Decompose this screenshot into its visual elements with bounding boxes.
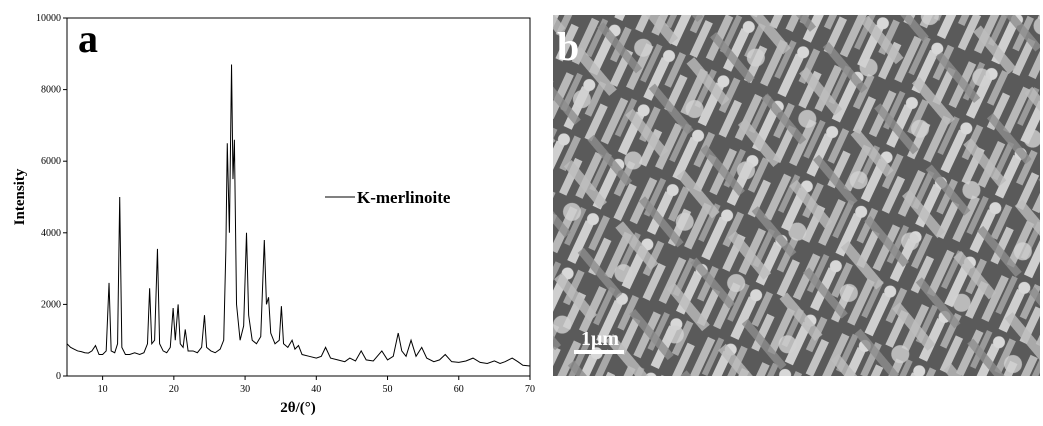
y-tick-label: 6000 xyxy=(41,156,61,167)
scale-bar-label: 1μm xyxy=(581,328,619,350)
sem-image: b 1μm xyxy=(553,15,1040,376)
xrd-line xyxy=(66,64,531,367)
x-tick-label: 60 xyxy=(454,384,464,395)
y-tick-label: 10000 xyxy=(36,13,61,24)
y-tick-label: 0 xyxy=(56,371,61,382)
y-tick-label: 8000 xyxy=(41,85,61,96)
x-axis-label: 2θ/(°) xyxy=(280,400,316,416)
x-tick-label: 70 xyxy=(525,384,535,395)
legend-label: K-merlinoite xyxy=(357,188,451,207)
y-tick-label: 2000 xyxy=(41,299,61,310)
y-axis-label: Intensity xyxy=(12,168,28,225)
x-tick-label: 20 xyxy=(169,384,179,395)
panel-label: b xyxy=(557,24,579,69)
x-tick-label: 40 xyxy=(311,384,321,395)
x-tick-label: 30 xyxy=(240,384,250,395)
x-tick-label: 10 xyxy=(98,384,108,395)
panel-label: a xyxy=(78,16,98,61)
plot-frame xyxy=(66,17,531,377)
x-tick-label: 50 xyxy=(383,384,393,395)
sem-texture-overlay xyxy=(553,15,1040,376)
y-tick-label: 4000 xyxy=(41,228,61,239)
